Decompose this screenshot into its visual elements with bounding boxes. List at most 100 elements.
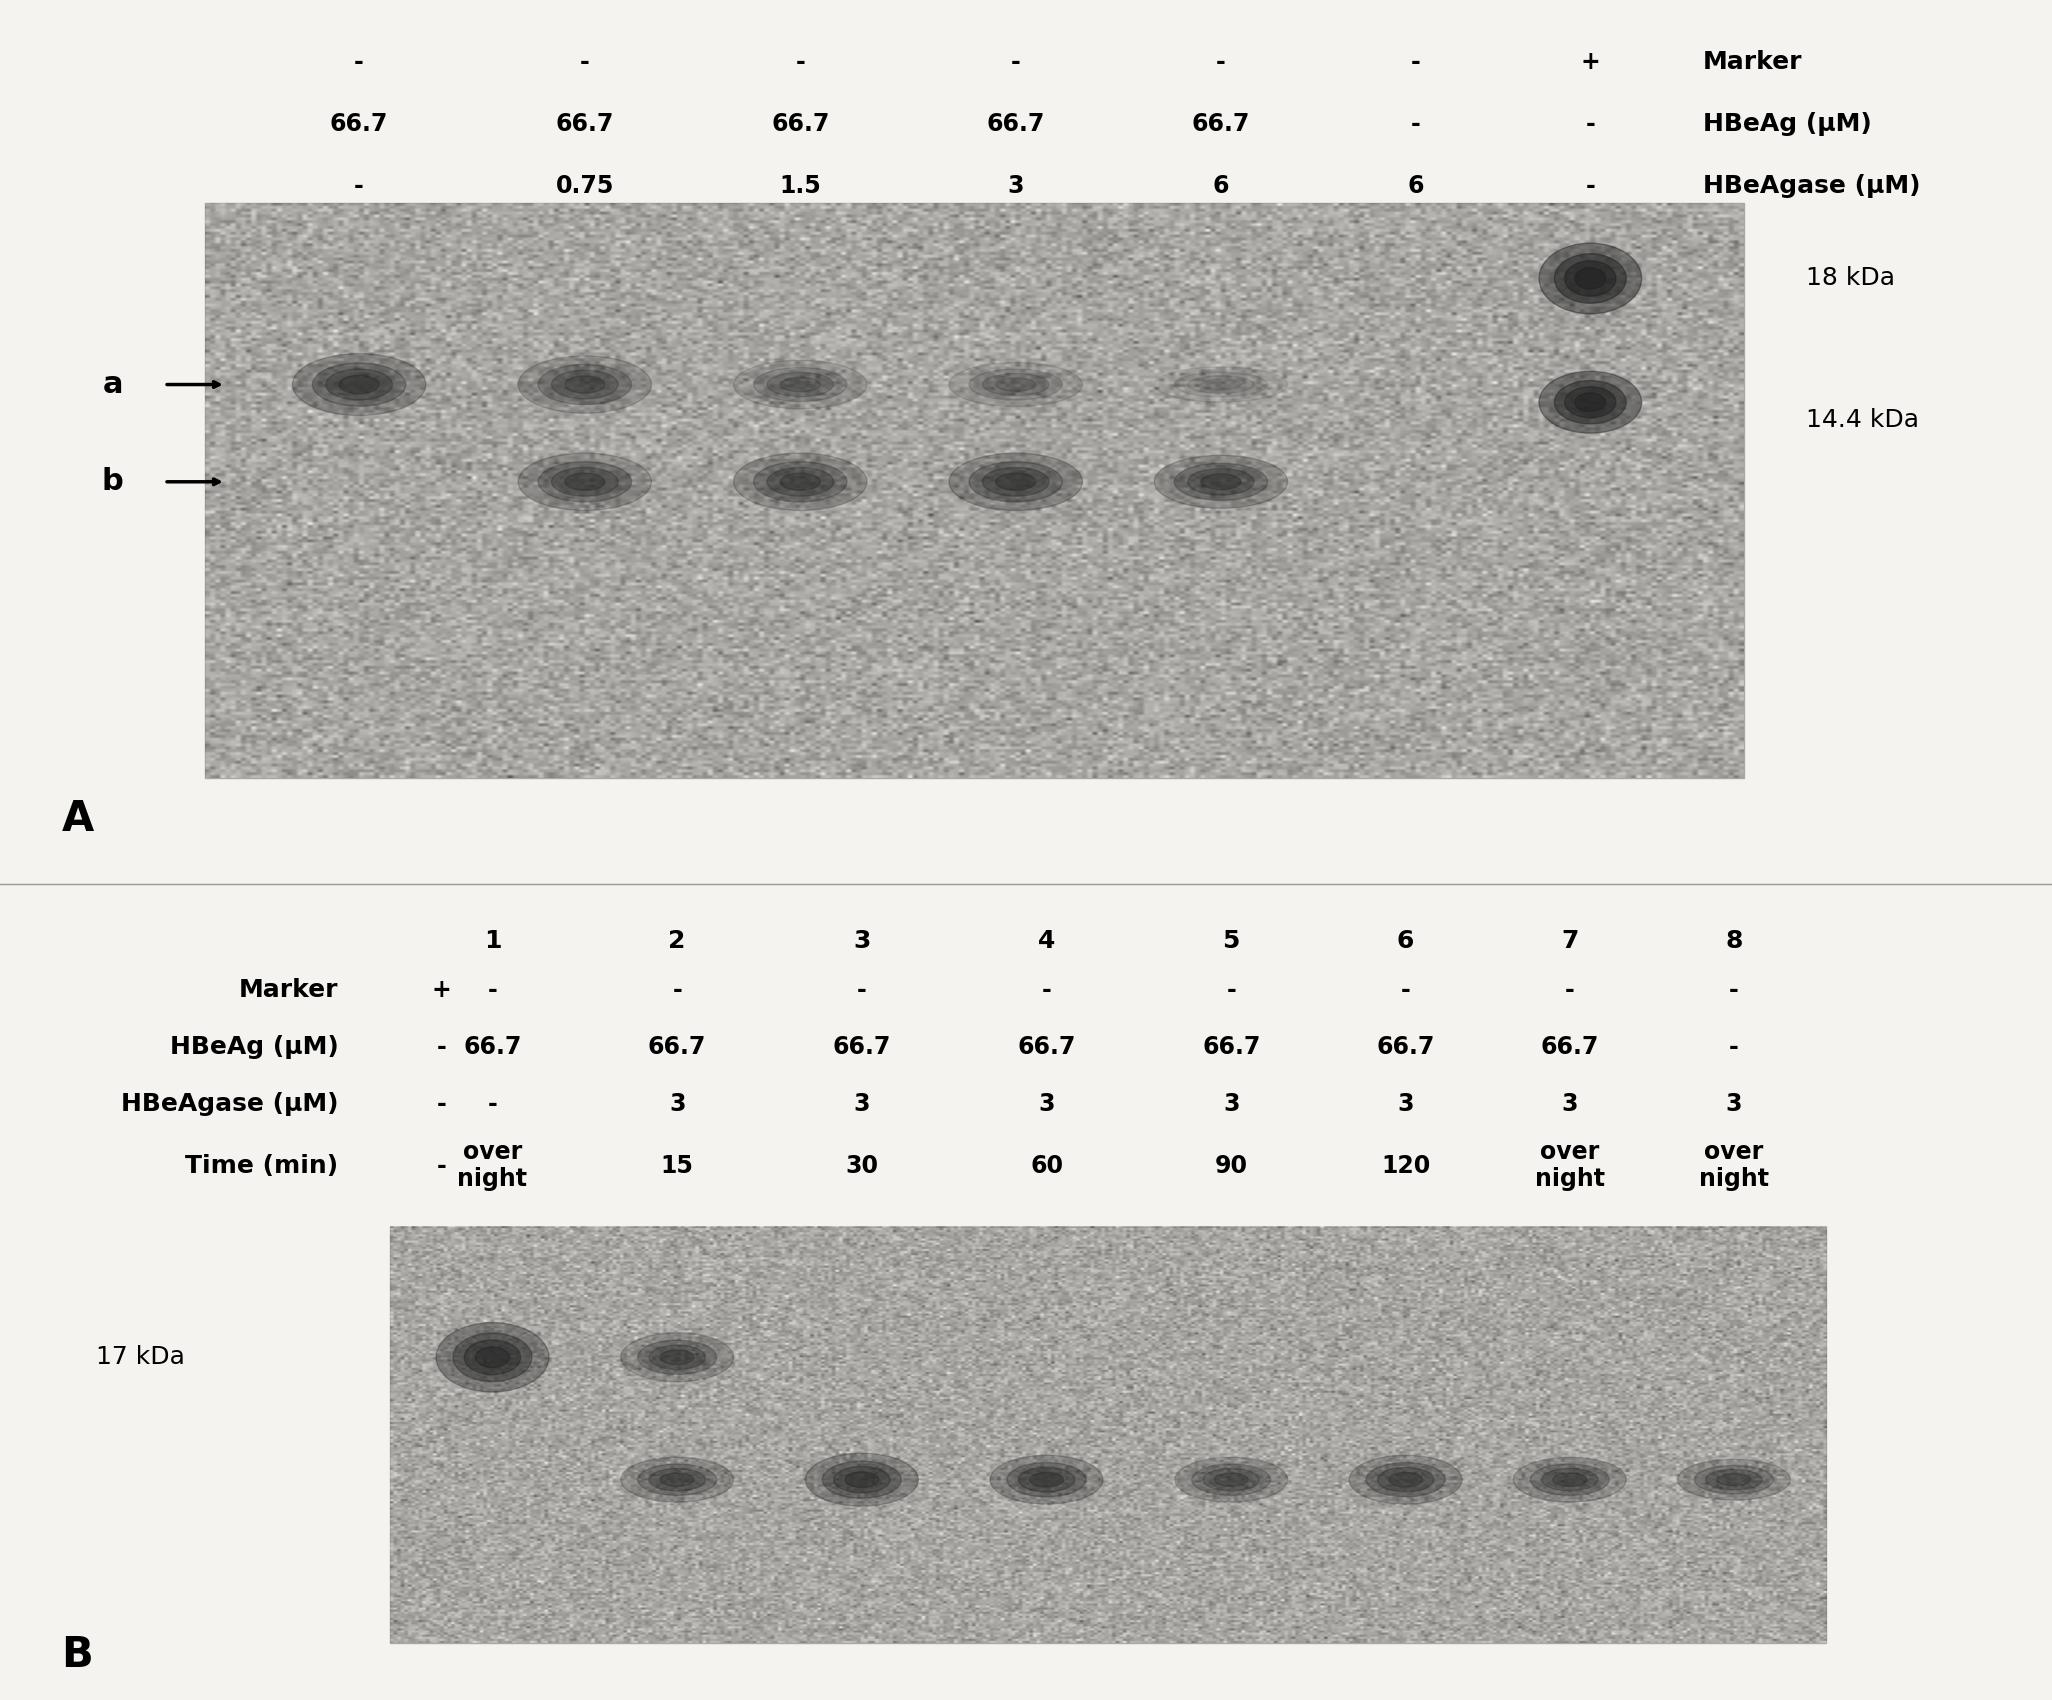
Text: -: -: [1012, 49, 1020, 73]
Text: -: -: [488, 1093, 497, 1117]
Ellipse shape: [1512, 1457, 1625, 1503]
Text: HBeAgase (μM): HBeAgase (μM): [1703, 173, 1921, 197]
Text: -: -: [581, 49, 589, 73]
Text: -: -: [1412, 49, 1420, 73]
Ellipse shape: [648, 1345, 706, 1370]
Text: HBeAgase (μM): HBeAgase (μM): [121, 1093, 339, 1117]
Ellipse shape: [1153, 367, 1289, 403]
Ellipse shape: [948, 454, 1083, 510]
Ellipse shape: [1539, 243, 1642, 314]
Text: -: -: [1217, 49, 1225, 73]
Text: over
night: over night: [1699, 1139, 1769, 1192]
FancyBboxPatch shape: [390, 1227, 1826, 1642]
Ellipse shape: [753, 462, 847, 502]
Ellipse shape: [733, 454, 866, 510]
Ellipse shape: [1153, 456, 1289, 508]
Text: HBeAg (μM): HBeAg (μM): [170, 1035, 339, 1059]
Ellipse shape: [453, 1333, 531, 1382]
Ellipse shape: [1679, 1459, 1789, 1499]
Text: a: a: [103, 371, 123, 400]
Ellipse shape: [983, 374, 1049, 396]
Text: 66.7: 66.7: [464, 1035, 521, 1059]
Ellipse shape: [948, 362, 1083, 406]
Text: A: A: [62, 797, 94, 840]
Text: +: +: [1580, 49, 1601, 73]
Ellipse shape: [517, 355, 653, 413]
Text: 66.7: 66.7: [1541, 1035, 1599, 1059]
Ellipse shape: [733, 360, 866, 410]
Text: B: B: [62, 1634, 92, 1676]
Ellipse shape: [538, 462, 632, 502]
Ellipse shape: [661, 1350, 694, 1365]
Ellipse shape: [476, 1346, 509, 1368]
Text: 1: 1: [484, 930, 501, 954]
Ellipse shape: [1377, 1467, 1434, 1493]
Text: Time (min): Time (min): [185, 1154, 339, 1178]
Text: -: -: [355, 173, 363, 197]
Text: 3: 3: [854, 1093, 870, 1117]
Ellipse shape: [1202, 1469, 1260, 1491]
Ellipse shape: [464, 1340, 521, 1375]
Text: 3: 3: [1562, 1093, 1578, 1117]
Ellipse shape: [989, 1455, 1104, 1504]
Ellipse shape: [435, 1323, 548, 1392]
Ellipse shape: [564, 473, 605, 490]
Ellipse shape: [969, 369, 1063, 399]
Text: -: -: [796, 49, 804, 73]
Text: 0.75: 0.75: [556, 173, 614, 197]
Text: 66.7: 66.7: [772, 112, 829, 136]
Ellipse shape: [1200, 474, 1241, 490]
Ellipse shape: [833, 1467, 891, 1493]
Text: -: -: [1730, 1035, 1738, 1059]
Text: 90: 90: [1215, 1154, 1248, 1178]
Ellipse shape: [638, 1340, 716, 1374]
Ellipse shape: [1389, 1472, 1422, 1488]
Text: 6: 6: [1408, 173, 1424, 197]
Ellipse shape: [1188, 376, 1254, 393]
Ellipse shape: [552, 468, 618, 496]
Ellipse shape: [823, 1460, 901, 1498]
Ellipse shape: [1539, 371, 1642, 434]
Text: -: -: [488, 977, 497, 1001]
Ellipse shape: [845, 1472, 878, 1488]
Text: 5: 5: [1223, 930, 1239, 954]
Text: -: -: [1730, 977, 1738, 1001]
Ellipse shape: [517, 454, 653, 510]
Ellipse shape: [564, 376, 605, 393]
Text: -: -: [437, 1035, 445, 1059]
Ellipse shape: [1200, 379, 1241, 389]
Text: 6: 6: [1397, 930, 1414, 954]
Text: Marker: Marker: [240, 977, 339, 1001]
Ellipse shape: [753, 367, 847, 401]
Text: 15: 15: [661, 1154, 694, 1178]
Ellipse shape: [1564, 260, 1617, 296]
Ellipse shape: [1030, 1472, 1063, 1488]
Text: 17 kDa: 17 kDa: [96, 1345, 185, 1368]
Ellipse shape: [1541, 1469, 1599, 1491]
Ellipse shape: [1555, 253, 1625, 303]
Ellipse shape: [1174, 1457, 1289, 1503]
Text: 60: 60: [1030, 1154, 1063, 1178]
Text: 6: 6: [1213, 173, 1229, 197]
Ellipse shape: [1018, 1467, 1075, 1493]
Ellipse shape: [780, 377, 821, 391]
Ellipse shape: [1555, 381, 1625, 423]
Ellipse shape: [620, 1457, 735, 1503]
Text: 120: 120: [1381, 1154, 1430, 1178]
Ellipse shape: [804, 1454, 917, 1506]
Text: 3: 3: [1726, 1093, 1742, 1117]
Text: +: +: [431, 977, 451, 1001]
Text: b: b: [103, 468, 123, 496]
Text: 66.7: 66.7: [1018, 1035, 1075, 1059]
Ellipse shape: [1531, 1464, 1609, 1496]
Text: 66.7: 66.7: [648, 1035, 706, 1059]
Ellipse shape: [1188, 469, 1254, 495]
Text: -: -: [1402, 977, 1410, 1001]
Text: -: -: [437, 1154, 445, 1178]
Ellipse shape: [1174, 462, 1268, 500]
Text: 8: 8: [1726, 930, 1742, 954]
Text: -: -: [1227, 977, 1235, 1001]
Ellipse shape: [1192, 1464, 1270, 1496]
Text: 18 kDa: 18 kDa: [1806, 267, 1894, 291]
Ellipse shape: [661, 1472, 694, 1486]
